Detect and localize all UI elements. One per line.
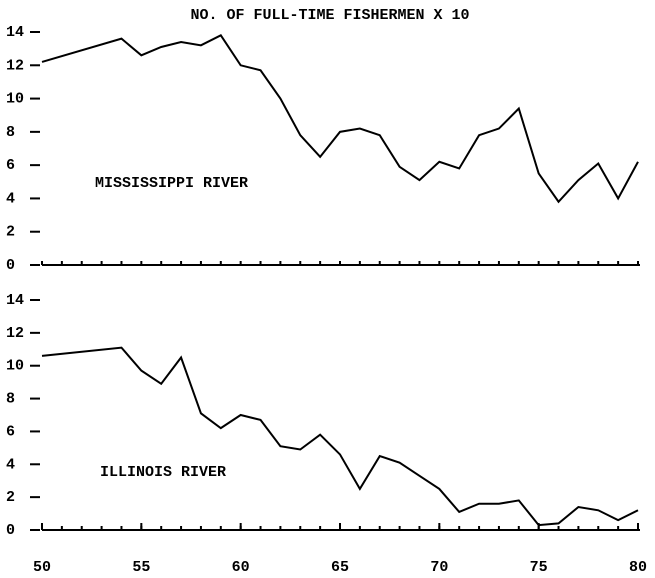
y-tick-label: 0 [6,257,15,274]
x-tick-label: 65 [331,559,349,576]
x-tick-label: 55 [132,559,150,576]
y-tick-label: 8 [6,124,15,141]
y-tick-label: 6 [6,157,15,174]
x-tick-label: 80 [629,559,647,576]
y-tick-label: 8 [6,391,15,408]
y-tick-label: 4 [6,456,15,473]
chart-title: NO. OF FULL-TIME FISHERMEN X 10 [190,7,469,24]
annotation: MISSISSIPPI RIVER [95,175,248,192]
annotation: ILLINOIS RIVER [100,464,226,481]
y-tick-label: 4 [6,190,15,207]
y-tick-label: 14 [6,292,24,309]
y-tick-label: 12 [6,325,24,342]
y-tick-label: 6 [6,423,15,440]
x-tick-label: 60 [232,559,250,576]
data-line [41,34,639,204]
data-line [41,346,639,527]
x-tick-label: 70 [430,559,448,576]
y-tick-label: 10 [6,91,24,108]
x-tick-label: 50 [33,559,51,576]
y-tick-label: 10 [6,358,24,375]
y-tick-label: 2 [6,489,15,506]
y-tick-label: 0 [6,522,15,539]
y-tick-label: 2 [6,224,15,241]
y-tick-label: 12 [6,57,24,74]
x-tick-label: 75 [530,559,548,576]
y-tick-label: 14 [6,24,24,41]
